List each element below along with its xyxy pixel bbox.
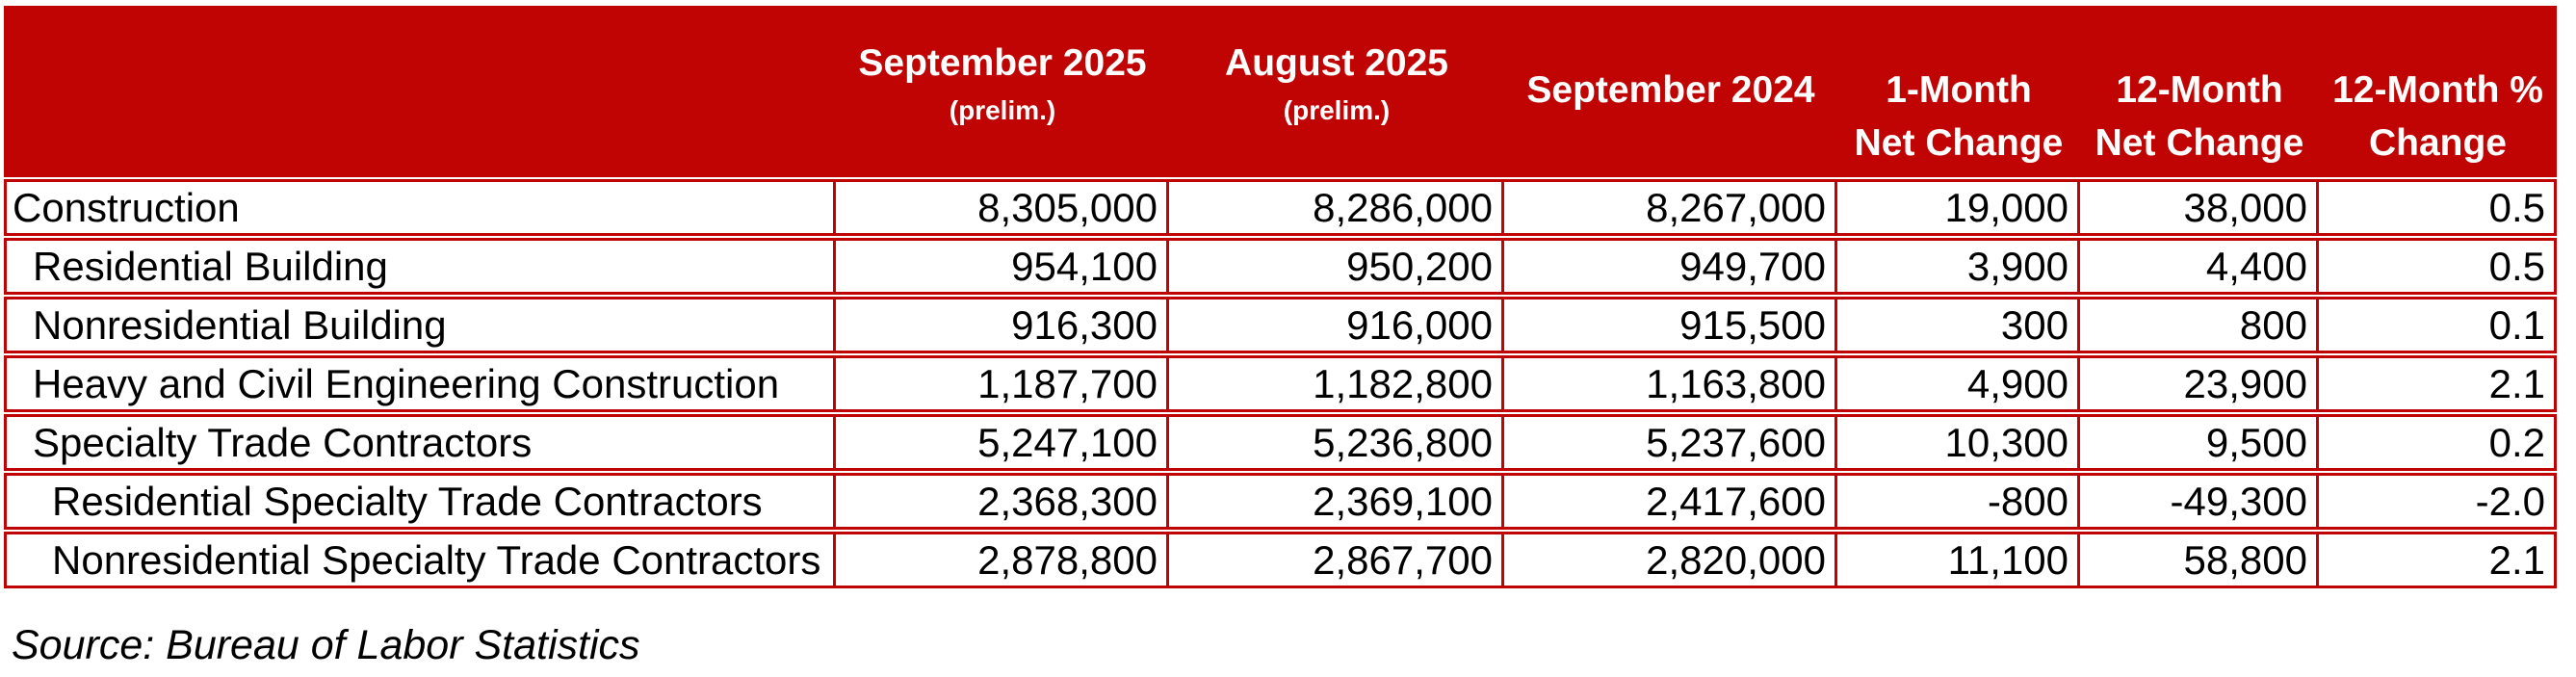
col-header: 12-Month % Change: [2319, 6, 2557, 177]
cell-value: 300: [1837, 297, 2080, 353]
table-row: Nonresidential Building 916,300 916,000 915…: [4, 297, 2557, 353]
header-row: September 2025 (prelim.) August 2025 (preli…: [4, 6, 2557, 177]
cell-value: 8,305,000: [836, 179, 1169, 236]
cell-value: 950,200: [1169, 238, 1504, 295]
cell-value: 2,878,800: [836, 532, 1169, 588]
cell-value: 2,368,300: [836, 473, 1169, 530]
table-row: Construction 8,305,000 8,286,000 8,267,000 1…: [4, 179, 2557, 236]
col-header-subtext: Net Change: [1854, 122, 2064, 164]
cell-value: 915,500: [1504, 297, 1837, 353]
col-header: 1-Month Net Change: [1837, 6, 2080, 177]
source-note: Source: Bureau of Labor Statistics: [12, 622, 640, 668]
row-label: Construction: [4, 179, 836, 236]
corner-header-cell: [4, 6, 836, 177]
cell-value: 5,237,600: [1504, 414, 1837, 471]
cell-value: 1,187,700: [836, 355, 1169, 412]
cell-value: 58,800: [2080, 532, 2319, 588]
cell-value: 5,247,100: [836, 414, 1169, 471]
cell-value: 949,700: [1504, 238, 1837, 295]
row-label: Residential Specialty Trade Contractors: [4, 473, 836, 530]
cell-value: 916,300: [836, 297, 1169, 353]
col-header-subtext: (prelim.): [1283, 95, 1391, 125]
row-label: Nonresidential Building: [4, 297, 836, 353]
cell-value: 0.2: [2319, 414, 2557, 471]
col-header-label: August 2025: [1225, 42, 1448, 84]
col-header: September 2024: [1504, 6, 1837, 177]
cell-value: 2.1: [2319, 532, 2557, 588]
construction-employment-table: September 2025 (prelim.) August 2025 (preli…: [4, 4, 2557, 590]
row-label: Nonresidential Specialty Trade Contracto…: [4, 532, 836, 588]
table-row: Nonresidential Specialty Trade Contracto…: [4, 532, 2557, 588]
col-header-label: September 2025: [858, 42, 1147, 84]
table-body: Construction 8,305,000 8,286,000 8,267,000 1…: [4, 179, 2557, 588]
employment-table-wrapper: September 2025 (prelim.) August 2025 (preli…: [4, 4, 2557, 590]
col-header: September 2025 (prelim.): [836, 6, 1169, 177]
table-row: Specialty Trade Contractors 5,247,100 5,23…: [4, 414, 2557, 471]
table-row: Heavy and Civil Engineering Construction…: [4, 355, 2557, 412]
table-row: Residential Building 954,100 950,200 949,70…: [4, 238, 2557, 295]
cell-value: 8,267,000: [1504, 179, 1837, 236]
cell-value: 5,236,800: [1169, 414, 1504, 471]
cell-value: 954,100: [836, 238, 1169, 295]
cell-value: 10,300: [1837, 414, 2080, 471]
cell-value: 0.5: [2319, 179, 2557, 236]
cell-value: 4,900: [1837, 355, 2080, 412]
cell-value: 1,182,800: [1169, 355, 1504, 412]
cell-value: 19,000: [1837, 179, 2080, 236]
cell-value: 0.1: [2319, 297, 2557, 353]
cell-value: 2,820,000: [1504, 532, 1837, 588]
table-row: Residential Specialty Trade Contractors 2…: [4, 473, 2557, 530]
cell-value: -2.0: [2319, 473, 2557, 530]
cell-value: 3,900: [1837, 238, 2080, 295]
col-header-subtext: (prelim.): [949, 95, 1056, 125]
col-header-label: 12-Month %: [2332, 69, 2543, 111]
cell-value: 38,000: [2080, 179, 2319, 236]
col-header-subtext: Net Change: [2095, 122, 2304, 164]
cell-value: 1,163,800: [1504, 355, 1837, 412]
cell-value: 2.1: [2319, 355, 2557, 412]
cell-value: 9,500: [2080, 414, 2319, 471]
cell-value: 916,000: [1169, 297, 1504, 353]
cell-value: 0.5: [2319, 238, 2557, 295]
col-header-label: 12-Month: [2116, 69, 2283, 111]
row-label: Specialty Trade Contractors: [4, 414, 836, 471]
cell-value: 23,900: [2080, 355, 2319, 412]
cell-value: -800: [1837, 473, 2080, 530]
cell-value: 8,286,000: [1169, 179, 1504, 236]
cell-value: 800: [2080, 297, 2319, 353]
cell-value: 4,400: [2080, 238, 2319, 295]
col-header-label: September 2024: [1526, 69, 1815, 111]
cell-value: 2,417,600: [1504, 473, 1837, 530]
col-header-subtext: Change: [2368, 122, 2507, 164]
cell-value: -49,300: [2080, 473, 2319, 530]
col-header-label: 1-Month: [1886, 69, 2032, 111]
col-header: 12-Month Net Change: [2080, 6, 2319, 177]
row-label: Heavy and Civil Engineering Construction: [4, 355, 836, 412]
col-header: August 2025 (prelim.): [1169, 6, 1504, 177]
cell-value: 11,100: [1837, 532, 2080, 588]
cell-value: 2,369,100: [1169, 473, 1504, 530]
cell-value: 2,867,700: [1169, 532, 1504, 588]
row-label: Residential Building: [4, 238, 836, 295]
